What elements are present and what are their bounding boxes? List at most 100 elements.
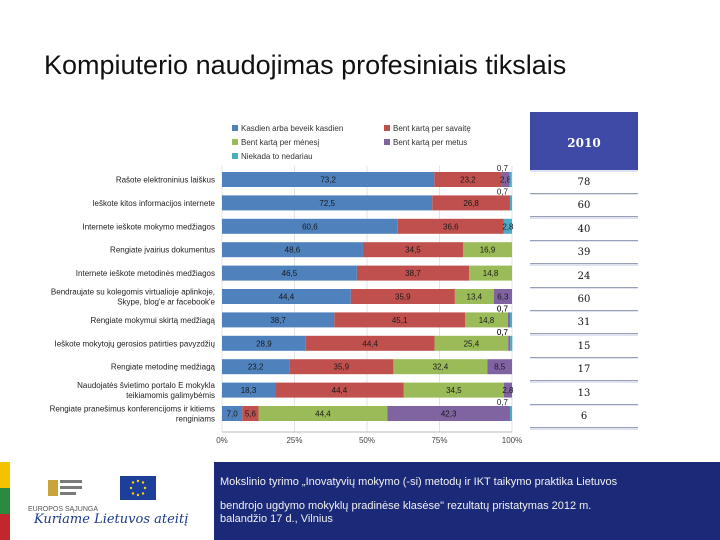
- year-value-3: 39: [530, 242, 638, 265]
- year-value-4: 24: [530, 265, 638, 288]
- bar-label-3-0: 48,6: [285, 246, 301, 255]
- bar-5-1: [350, 289, 455, 304]
- bar-label-7-0: 28,9: [256, 339, 272, 348]
- legend-swatch-3: [384, 139, 390, 145]
- flag-stripe-green: [0, 488, 10, 514]
- bar-label-9-0: 18,3: [241, 386, 257, 395]
- bar-8-3: [487, 359, 512, 375]
- category-label-1-0: Ieškote kitos informacijos internete: [92, 199, 215, 208]
- category-label-9-1: teikiamomis galimybėmis: [126, 391, 215, 400]
- ministry-logo-icon: [48, 480, 82, 496]
- bar-4-1: [356, 265, 470, 281]
- footer-line-3: balandžio 17 d., Vilnius: [220, 513, 333, 525]
- bar-7-3: [508, 335, 511, 351]
- bar-label-10-1: 5,6: [245, 410, 257, 419]
- bar-9-0: [222, 382, 276, 398]
- bar-label-7-4: 0,7: [497, 328, 509, 337]
- bar-label-4-1: 38,7: [405, 269, 421, 278]
- bar-label-6-0: 38,7: [270, 316, 286, 325]
- bar-9-3: [503, 382, 512, 398]
- bar-label-0-0: 73,2: [320, 176, 336, 185]
- category-label-2-0: Internete ieškote mokymo medžiagos: [82, 222, 215, 231]
- bar-label-4-0: 46,5: [282, 269, 298, 278]
- bar-label-10-3: 42,3: [441, 410, 457, 419]
- footer: [0, 462, 720, 540]
- bar-label-10-4: 0,7: [497, 398, 509, 407]
- year-value-5: 60: [530, 289, 638, 311]
- bar-label-9-3: 2,8: [502, 386, 514, 395]
- bar-3-0: [222, 242, 363, 258]
- bar-7-2: [434, 335, 509, 351]
- bar-5-0: [222, 289, 351, 304]
- bar-8-2: [393, 359, 488, 375]
- bar-2-0: [222, 218, 398, 234]
- category-label-4-0: Internete ieškote metodinės medžiagos: [76, 269, 215, 278]
- bar-label-9-1: 44,4: [332, 386, 348, 395]
- bar-label-7-1: 44,4: [362, 339, 378, 348]
- bar-5-2: [454, 289, 494, 304]
- bar-4-2: [469, 265, 512, 281]
- bar-0-0: [222, 172, 435, 187]
- bar-3-1: [362, 242, 463, 258]
- bar-6-4: [509, 312, 512, 328]
- bar-label-8-1: 35,9: [334, 363, 350, 372]
- bar-1-4: [509, 195, 512, 211]
- legend-swatch-0: [232, 125, 238, 131]
- bar-label-6-4: 0,7: [497, 304, 509, 313]
- legend-label-4: Niekada to nedariau: [241, 152, 313, 161]
- legend-label-3: Bent kartą per metus: [393, 138, 467, 147]
- bar-label-4-2: 14,8: [483, 269, 499, 278]
- bar-0-4: [509, 172, 512, 187]
- x-tick-0: 0%: [216, 436, 228, 445]
- category-label-8-0: Rengiate metodinę medžiagą: [111, 363, 216, 372]
- bar-label-0-3: 2,8: [500, 176, 512, 185]
- year-value-2: 40: [530, 218, 638, 241]
- bar-label-0-1: 23,2: [460, 176, 476, 185]
- legend-swatch-4: [232, 153, 238, 159]
- bar-2-4: [503, 218, 512, 234]
- x-tick-2: 50%: [359, 436, 375, 445]
- flag-stripe-red: [0, 514, 10, 540]
- bar-9-2: [403, 382, 504, 398]
- bar-label-2-0: 60,6: [302, 222, 318, 231]
- category-label-10-0: Rengiate pranešimus konferencijoms ir ki…: [50, 405, 215, 414]
- category-label-3-0: Rengiate įvairius dokumentus: [110, 246, 215, 255]
- x-tick-4: 100%: [502, 436, 522, 445]
- bar-6-2: [465, 312, 508, 328]
- bar-6-3: [507, 312, 510, 328]
- bar-10-1: [242, 406, 259, 421]
- bar-1-1: [432, 195, 510, 211]
- eu-flag-icon: [120, 476, 156, 500]
- year-value-0: 78: [530, 172, 638, 194]
- page-title: Kompiuterio naudojimas profesiniais tiks…: [44, 50, 567, 80]
- bar-label-2-4: 2,8: [502, 222, 514, 231]
- footer-line-2: bendrojo ugdymo mokyklų pradinėse klasės…: [220, 500, 592, 512]
- bar-label-3-2: 16,9: [480, 246, 496, 255]
- bar-7-4: [510, 335, 513, 351]
- footer-caption: Mokslinio tyrimo „Inovatyvių mokymo (-si…: [214, 462, 720, 540]
- bar-10-2: [258, 406, 388, 421]
- bar-label-5-0: 44,4: [279, 293, 295, 302]
- bar-label-1-1: 26,8: [463, 199, 479, 208]
- year-value-6: 31: [530, 312, 638, 335]
- bar-label-5-1: 35,9: [395, 293, 411, 302]
- legend-label-0: Kasdien arba beveik kasdien: [241, 124, 343, 133]
- legend-label-1: Bent kartą per savaitę: [393, 124, 471, 133]
- category-label-5-1: Skype, blog'e ar facebook'e: [117, 298, 215, 307]
- bar-label-8-2: 32,4: [433, 363, 449, 372]
- footer-line-1: Mokslinio tyrimo „Inovatyvių mokymo (-si…: [220, 476, 618, 488]
- category-label-6-0: Rengiate mokymui skirtą medžiagą: [91, 316, 216, 325]
- bar-label-10-2: 44,4: [315, 410, 331, 419]
- bar-label-0-4: 0,7: [497, 164, 509, 173]
- logo-area: EUROPOS SĄJUNGA Kuriame Lietuvos ateitį: [24, 462, 194, 540]
- bar-4-0: [222, 265, 357, 281]
- bar-6-1: [334, 312, 466, 328]
- category-label-0-0: Rašote elektroninius laiškus: [116, 176, 215, 185]
- legend-label-2: Bent kartą per mėnesį: [241, 138, 319, 147]
- bars: 73,2 23,2 2,8 0,7 72,5 26,8 0,7 60,6 36,6 2,8 48,6…: [222, 164, 514, 421]
- bar-label-2-1: 36,6: [443, 222, 459, 231]
- year-value-10: 6: [530, 406, 638, 428]
- bar-label-6-3: 0,7: [497, 304, 509, 313]
- bar-10-4: [509, 406, 512, 421]
- bar-5-3: [493, 289, 512, 304]
